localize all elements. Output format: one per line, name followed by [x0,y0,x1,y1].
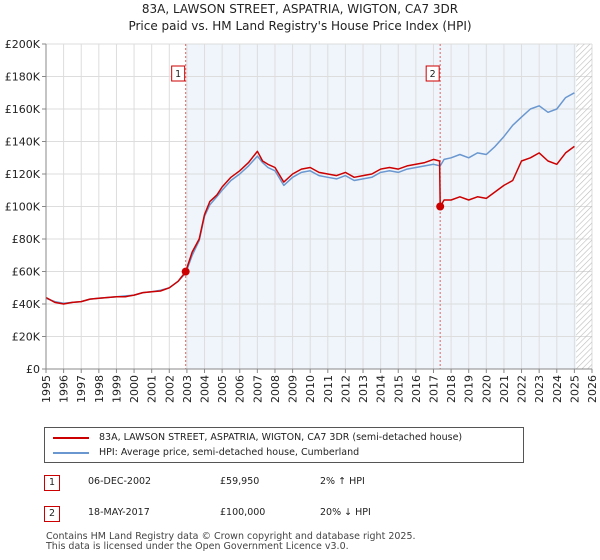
sale-marker-label: 2 [430,69,436,80]
y-tick-label: £0 [26,363,40,376]
x-tick-label: 1998 [93,375,106,403]
x-tick-label: 1995 [40,375,53,403]
transaction-number: 2 [44,506,60,522]
x-tick-label: 2000 [128,375,141,403]
x-tick-label: 2008 [269,375,282,403]
price-chart: 1 2 £0 £20K £40K £60K £80K £100K £120K £140K £160… [5,38,599,403]
footer-copyright: Contains HM Land Registry data © Crown c… [46,531,416,542]
legend-label-hpi: HPI: Average price, semi-detached house,… [99,447,360,458]
x-tick-label: 2002 [163,375,176,403]
x-tick-label: 2010 [304,375,317,403]
x-tick-label: 2009 [287,375,300,403]
y-tick-label: £100K [5,201,41,214]
chart-title-line1: 83A, LAWSON STREET, ASPATRIA, WIGTON, CA… [141,2,459,16]
x-tick-label: 2011 [322,375,335,403]
y-tick-label: £160K [5,103,41,116]
sale-marker-box [425,65,440,82]
legend-item-hpi: HPI: Average price, semi-detached house,… [53,445,359,460]
forecast-hatch [576,44,592,369]
chart-title-line2: Price paid vs. HM Land Registry's House … [128,19,472,33]
x-tick-label: 1999 [110,375,123,403]
footer-licence: This data is licensed under the Open Gov… [46,541,349,552]
y-tick-label: £40K [12,298,41,311]
y-tick-label: £140K [5,136,41,149]
transaction-date: 06-DEC-2002 [88,476,152,487]
sale-point [181,267,190,276]
x-tick-label: 2020 [480,375,493,403]
transaction-price: £59,950 [220,476,260,487]
x-tick-label: 2014 [375,375,388,403]
legend-swatch-price-paid [53,436,89,439]
sale-marker-label: 1 [175,69,181,80]
x-tick-label: 2018 [445,375,458,403]
y-tick-label: £180K [5,71,41,84]
y-tick-label: £60K [12,266,41,279]
sale-point [436,202,445,211]
y-tick-label: £120K [5,168,41,181]
transaction-date: 18-MAY-2017 [88,507,150,518]
y-tick-label: £200K [5,38,41,51]
x-tick-label: 2016 [410,375,423,403]
x-tick-label: 2024 [551,375,564,403]
transaction-number: 1 [44,475,60,491]
x-tick-label: 2003 [181,375,194,403]
x-tick-label: 2017 [427,375,440,403]
x-tick-label: 2012 [339,375,352,403]
x-tick-label: 2019 [463,375,476,403]
x-tick-label: 2006 [234,375,247,403]
y-tick-label: £20K [12,331,41,344]
x-tick-label: 2026 [586,375,599,403]
legend-item-price-paid: 83A, LAWSON STREET, ASPATRIA, WIGTON, CA… [53,430,462,445]
x-tick-label: 2022 [516,375,529,403]
transaction-hpi-change: 20% ↓ HPI [320,507,371,518]
transaction-hpi-change: 2% ↑ HPI [320,476,365,487]
x-tick-label: 2007 [251,375,264,403]
x-tick-label: 1997 [75,375,88,403]
legend: 83A, LAWSON STREET, ASPATRIA, WIGTON, CA… [44,427,524,463]
x-tick-label: 1996 [58,375,71,403]
x-tick-label: 2025 [568,375,581,403]
legend-label-price-paid: 83A, LAWSON STREET, ASPATRIA, WIGTON, CA… [99,432,463,443]
transaction-price: £100,000 [220,507,266,518]
x-tick-label: 2004 [199,375,212,403]
x-tick-label: 2021 [498,375,511,403]
x-tick-label: 2013 [357,375,370,403]
y-tick-label: £80K [12,233,41,246]
x-tick-label: 2023 [533,375,546,403]
price-paid-line [45,145,575,305]
x-tick-label: 2001 [146,375,159,403]
legend-swatch-hpi [53,451,89,454]
x-tick-label: 2005 [216,375,229,403]
x-tick-label: 2015 [392,375,405,403]
sale-marker-box [171,65,186,82]
